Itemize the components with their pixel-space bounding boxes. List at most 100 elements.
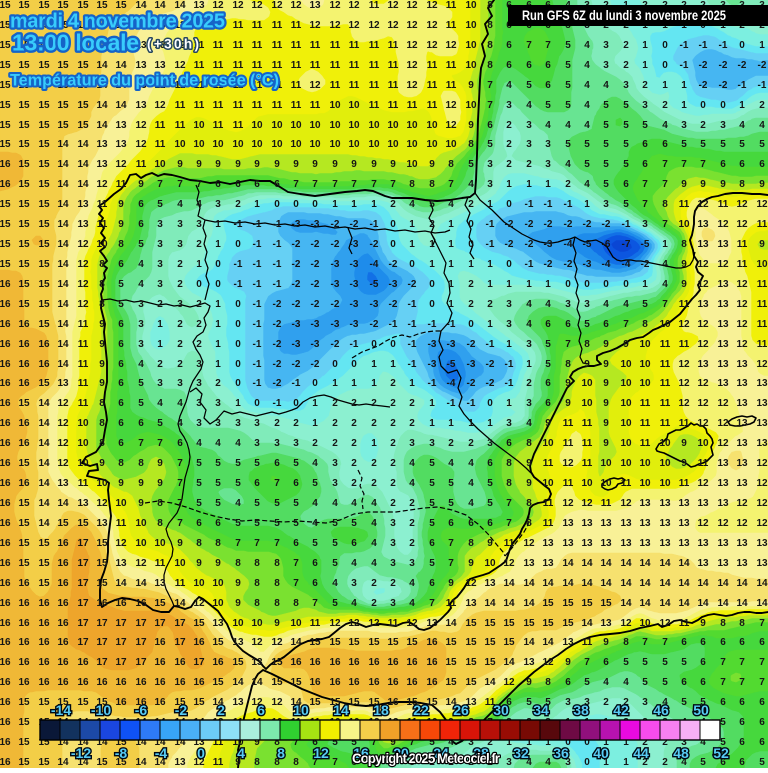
svg-text:3: 3: [196, 219, 202, 230]
svg-text:2: 2: [468, 757, 474, 768]
svg-text:3: 3: [332, 458, 338, 469]
svg-text:16: 16: [154, 677, 166, 688]
svg-text:7: 7: [545, 40, 551, 51]
svg-text:4: 4: [759, 120, 765, 131]
svg-text:5: 5: [429, 518, 435, 529]
svg-text:10: 10: [697, 438, 709, 449]
svg-text:5: 5: [254, 458, 260, 469]
svg-text:1: 1: [215, 339, 221, 350]
svg-text:2: 2: [662, 737, 668, 748]
svg-text:14: 14: [115, 578, 127, 589]
svg-text:12: 12: [445, 120, 457, 131]
svg-text:4: 4: [235, 498, 241, 509]
svg-text:13: 13: [562, 518, 574, 529]
svg-text:10: 10: [232, 139, 244, 150]
svg-text:3: 3: [526, 139, 532, 150]
svg-text:5: 5: [138, 239, 144, 250]
svg-text:12: 12: [659, 618, 671, 629]
svg-text:9: 9: [700, 179, 706, 190]
svg-text:6: 6: [642, 159, 648, 170]
svg-text:13: 13: [600, 538, 612, 549]
svg-text:0: 0: [429, 279, 435, 290]
svg-text:5: 5: [739, 139, 745, 150]
svg-text:3: 3: [506, 319, 512, 330]
svg-text:1: 1: [351, 199, 357, 210]
svg-text:9: 9: [235, 598, 241, 609]
svg-text:11: 11: [640, 398, 651, 409]
svg-text:5: 5: [487, 498, 493, 509]
svg-text:11: 11: [213, 80, 224, 91]
svg-text:16: 16: [57, 618, 69, 629]
svg-text:-8: -8: [115, 745, 128, 761]
svg-text:15: 15: [18, 458, 30, 469]
svg-text:6: 6: [138, 199, 144, 210]
svg-text:5: 5: [157, 199, 163, 210]
svg-text:12: 12: [406, 60, 418, 71]
svg-text:13: 13: [135, 80, 147, 91]
svg-text:6: 6: [215, 518, 221, 529]
svg-text:0: 0: [662, 60, 668, 71]
svg-text:0: 0: [332, 359, 338, 370]
svg-text:2: 2: [371, 398, 377, 409]
svg-text:14: 14: [115, 100, 127, 111]
svg-text:11: 11: [369, 0, 380, 11]
svg-text:1: 1: [448, 259, 454, 270]
svg-text:2: 2: [487, 299, 493, 310]
svg-text:16: 16: [38, 677, 50, 688]
svg-text:10: 10: [309, 139, 321, 150]
svg-text:12: 12: [678, 319, 690, 330]
svg-text:7: 7: [526, 40, 532, 51]
svg-text:12: 12: [368, 618, 380, 629]
svg-text:-2: -2: [331, 299, 340, 310]
svg-text:-1: -1: [273, 239, 282, 250]
svg-text:0: 0: [390, 239, 396, 250]
svg-text:11: 11: [427, 60, 438, 71]
svg-text:12: 12: [523, 538, 535, 549]
svg-text:12: 12: [406, 40, 418, 51]
svg-text:9: 9: [371, 159, 377, 170]
svg-text:14: 14: [290, 637, 302, 648]
svg-text:10: 10: [115, 498, 127, 509]
svg-text:-5: -5: [370, 279, 379, 290]
svg-text:11: 11: [660, 339, 671, 350]
svg-text:8: 8: [487, 60, 493, 71]
svg-text:13:00 locale: 13:00 locale: [12, 30, 139, 56]
svg-text:12: 12: [212, 0, 224, 11]
svg-text:0: 0: [584, 737, 590, 748]
svg-text:5: 5: [118, 299, 124, 310]
svg-text:12: 12: [426, 0, 438, 11]
svg-text:9: 9: [468, 558, 474, 569]
svg-text:3: 3: [642, 697, 648, 708]
svg-text:16: 16: [18, 319, 30, 330]
svg-text:12: 12: [503, 677, 515, 688]
svg-text:2: 2: [371, 578, 377, 589]
svg-text:4: 4: [468, 498, 474, 509]
svg-text:12: 12: [406, 0, 418, 11]
svg-text:9: 9: [448, 578, 454, 589]
svg-text:12: 12: [445, 40, 457, 51]
svg-text:15: 15: [0, 100, 11, 111]
svg-text:6: 6: [118, 359, 124, 370]
svg-text:10: 10: [232, 737, 244, 748]
svg-text:12: 12: [174, 20, 186, 31]
svg-text:13: 13: [620, 518, 632, 529]
svg-text:44: 44: [633, 745, 649, 761]
svg-text:7: 7: [177, 458, 183, 469]
svg-text:14: 14: [57, 359, 69, 370]
svg-text:16: 16: [18, 438, 30, 449]
svg-text:8: 8: [274, 578, 280, 589]
svg-text:10: 10: [193, 120, 205, 131]
svg-text:13: 13: [756, 558, 768, 569]
svg-text:6: 6: [312, 737, 318, 748]
svg-text:16: 16: [38, 359, 50, 370]
svg-text:11: 11: [737, 259, 748, 270]
svg-text:11: 11: [388, 100, 399, 111]
svg-text:11: 11: [233, 120, 244, 131]
svg-text:13: 13: [620, 538, 632, 549]
svg-text:15: 15: [562, 618, 574, 629]
svg-text:11: 11: [272, 40, 283, 51]
svg-text:15: 15: [271, 657, 283, 668]
svg-text:8: 8: [468, 538, 474, 549]
svg-text:0: 0: [235, 339, 241, 350]
svg-text:1: 1: [371, 199, 377, 210]
